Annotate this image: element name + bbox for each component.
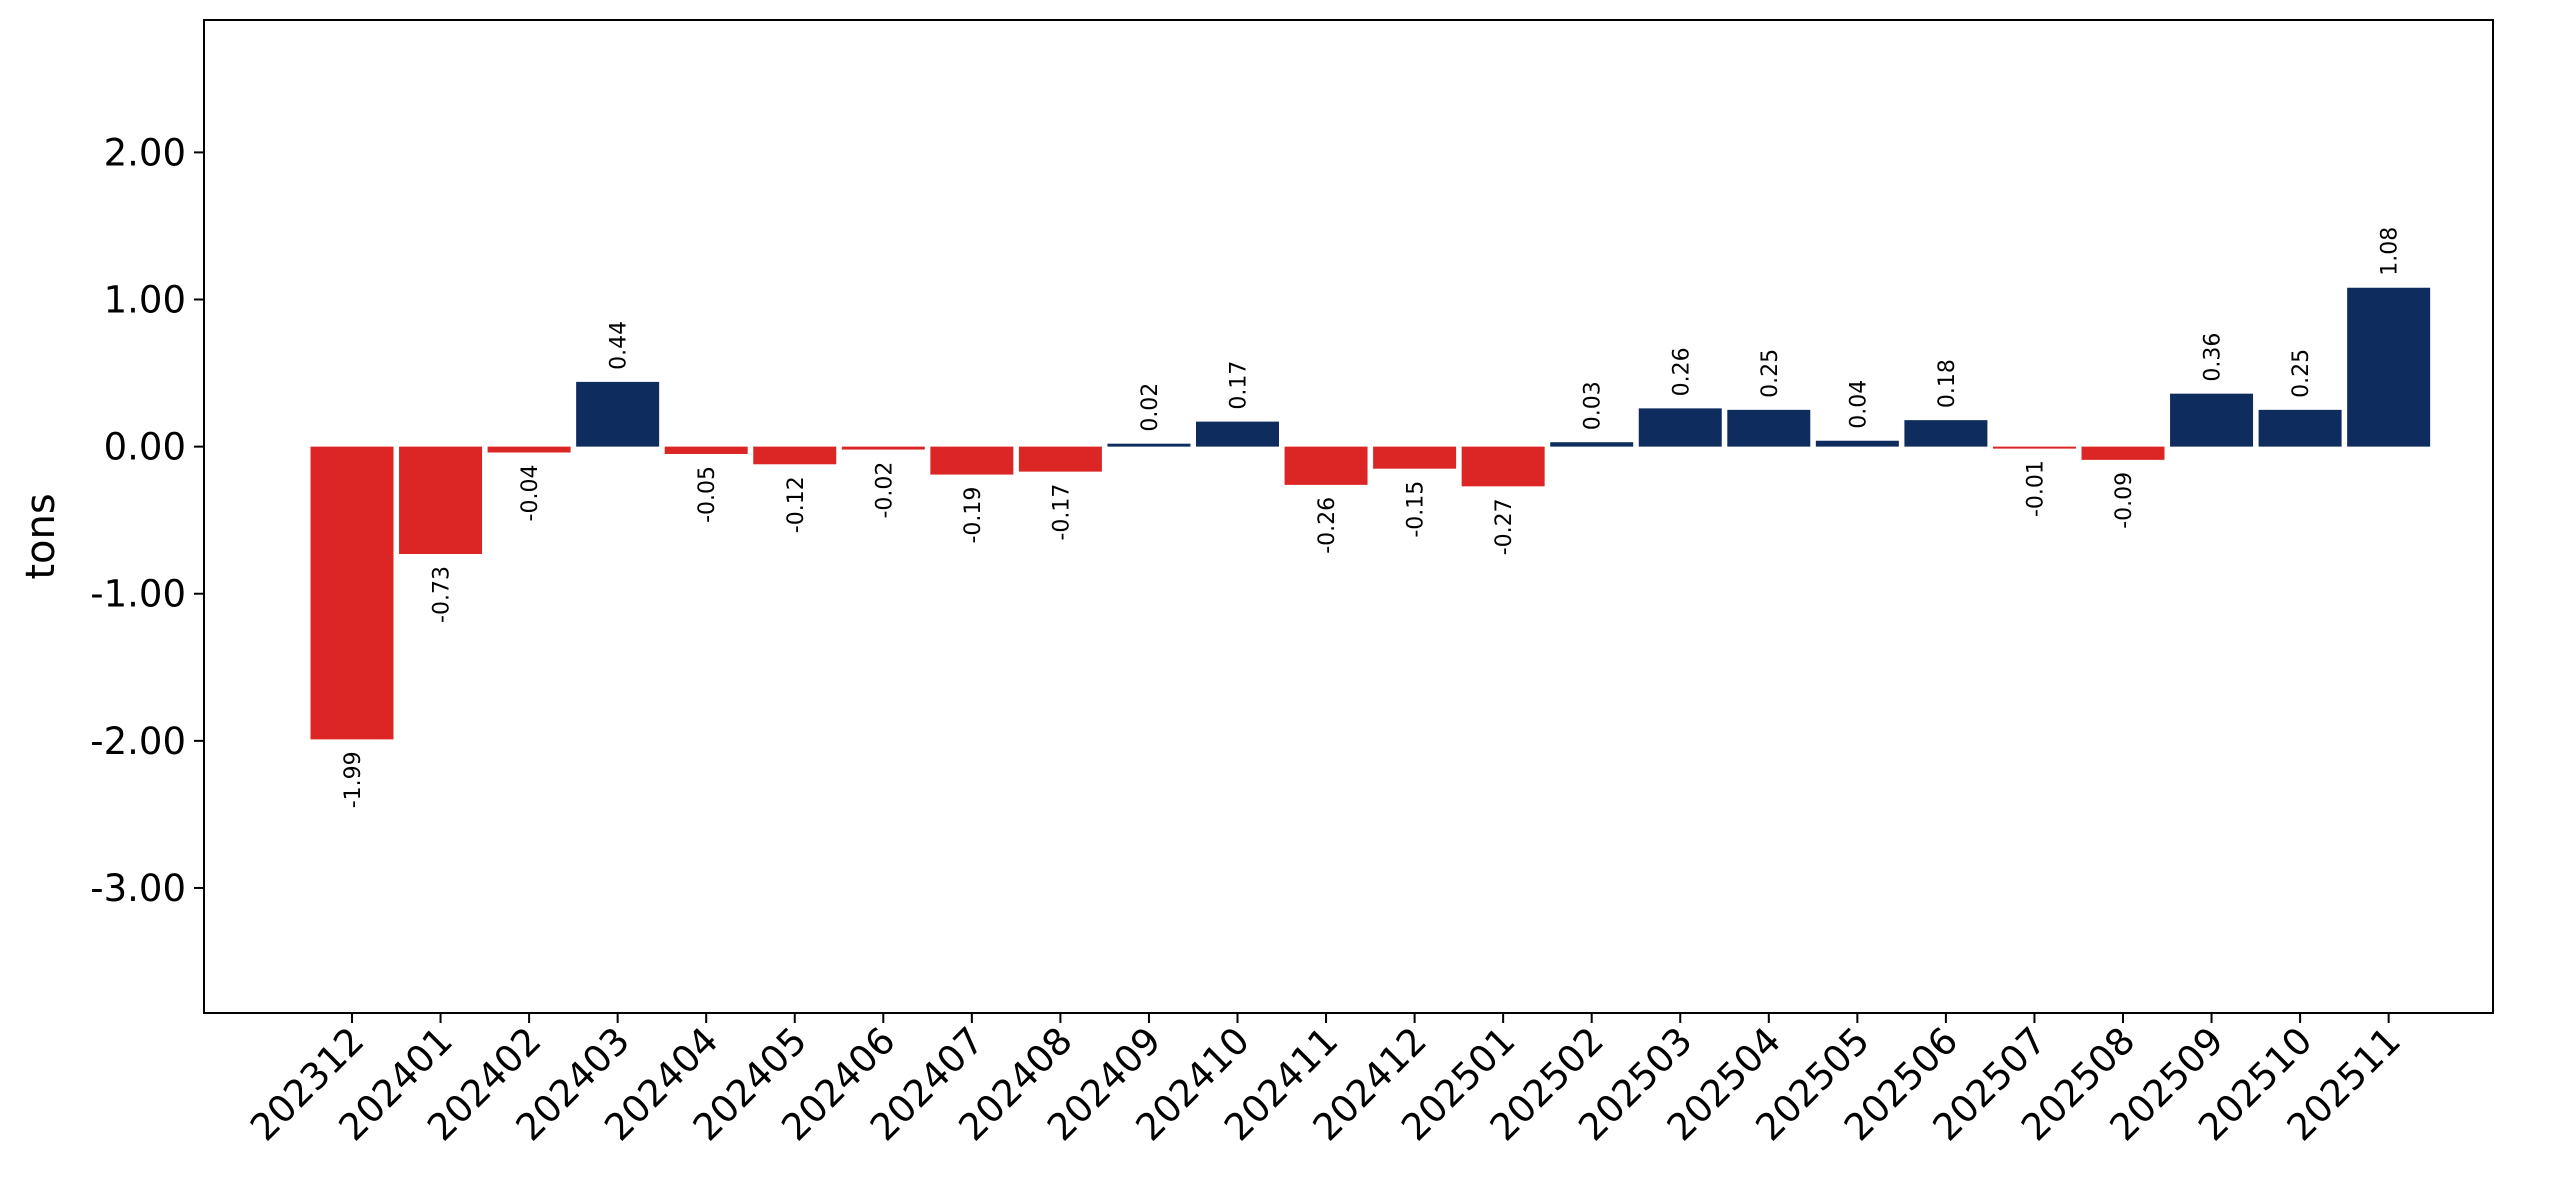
value-label-202506: 0.18 — [1935, 359, 1960, 408]
value-label-202509: 0.36 — [2201, 333, 2226, 382]
bar-202401 — [399, 446, 483, 555]
value-label-202407: -0.19 — [961, 487, 986, 544]
value-label-202503: 0.26 — [1669, 347, 1694, 396]
y-tick-label: 1.00 — [104, 279, 186, 322]
value-label-202406: -0.02 — [872, 462, 897, 519]
y-tick-label: -3.00 — [90, 867, 186, 910]
value-label-202502: 0.03 — [1581, 381, 1606, 430]
y-axis: -3.00 -2.00 -1.00 0.00 1.00 2.00 — [90, 131, 204, 910]
value-label-202508: -0.09 — [2112, 472, 2137, 529]
value-label-202401: -0.73 — [430, 566, 455, 623]
bar-202408 — [1018, 446, 1102, 472]
value-label-202404: -0.05 — [695, 466, 720, 523]
bar-202511 — [2347, 287, 2431, 447]
y-tick-label: -1.00 — [90, 573, 186, 616]
value-label-202312: -1.99 — [341, 751, 366, 808]
value-label-202510: 0.25 — [2289, 349, 2314, 398]
value-label-202501: -0.27 — [1492, 498, 1517, 555]
value-label-202403: 0.44 — [607, 321, 632, 370]
value-label-202408: -0.17 — [1049, 484, 1074, 541]
value-label-202409: 0.02 — [1138, 383, 1163, 432]
bar-202312 — [310, 446, 394, 740]
x-axis: 2023122024012024022024032024042024052024… — [242, 1013, 2409, 1149]
bar-202406 — [841, 446, 925, 450]
bar-202403 — [576, 381, 660, 447]
plot-frame — [203, 19, 2494, 1014]
bar-202410 — [1196, 421, 1279, 447]
y-tick-label: 2.00 — [104, 131, 186, 174]
bar-202504 — [1727, 409, 1811, 447]
value-label-202405: -0.12 — [784, 476, 809, 533]
y-axis-label: tons — [18, 493, 64, 579]
bar-202507 — [1992, 446, 2076, 449]
bar-202404 — [664, 446, 748, 454]
value-label-202411: -0.26 — [1315, 497, 1340, 554]
bar-202407 — [930, 446, 1014, 475]
value-label-202410: 0.17 — [1227, 361, 1252, 410]
value-label-202412: -0.15 — [1404, 481, 1429, 538]
value-label-202505: 0.04 — [1846, 380, 1871, 429]
bar-202412 — [1373, 446, 1457, 469]
bar-202402 — [487, 446, 571, 453]
bar-202502 — [1550, 442, 1634, 447]
bar-202405 — [753, 446, 837, 465]
y-tick-label: -2.00 — [90, 720, 186, 763]
bar-202510 — [2258, 409, 2342, 447]
value-label-202504: 0.25 — [1758, 349, 1783, 398]
bar-202508 — [2081, 446, 2165, 460]
bars-group — [310, 287, 2431, 740]
value-label-202507: -0.01 — [2023, 460, 2048, 517]
value-label-202511: 1.08 — [2378, 227, 2403, 276]
bar-202505 — [1815, 440, 1899, 447]
value-label-202402: -0.04 — [518, 465, 543, 522]
bar-202503 — [1638, 408, 1722, 447]
y-tick-label: 0.00 — [104, 426, 186, 469]
bar-202409 — [1107, 443, 1191, 447]
value-labels-group: -1.99 -0.73 -0.04 0.44 -0.05 -0.12 -0.02 -0.19 -… — [341, 227, 2403, 809]
bar-202509 — [2170, 393, 2254, 447]
bar-202506 — [1904, 420, 1988, 447]
bar-202501 — [1461, 446, 1545, 487]
bar-202411 — [1284, 446, 1368, 485]
